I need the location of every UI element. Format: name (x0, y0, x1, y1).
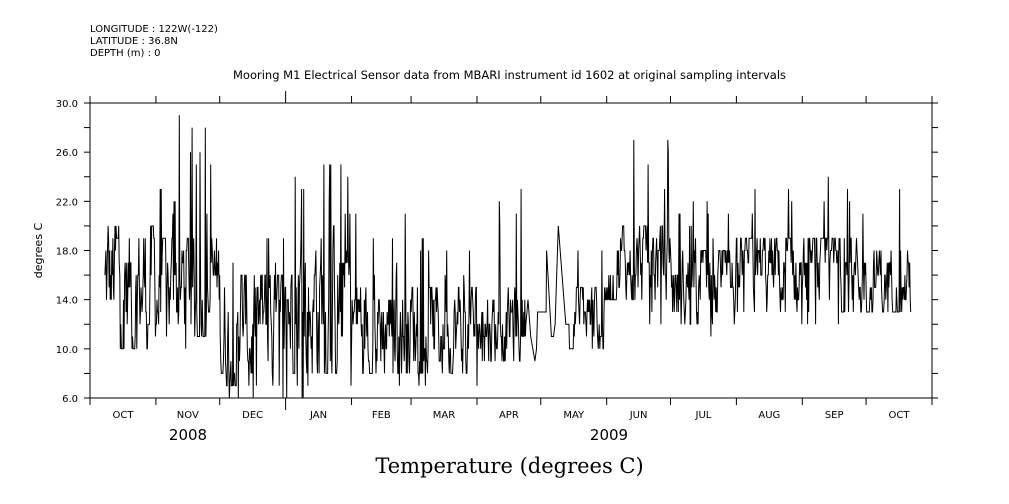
year-label: 2008 (169, 426, 207, 444)
depth-label: DEPTH (m) : 0 (90, 48, 161, 59)
x-tick-label: JAN (309, 410, 327, 421)
x-tick-label: FEB (372, 410, 391, 421)
chart-title: Mooring M1 Electrical Sensor data from M… (233, 68, 786, 82)
x-tick-label: OCT (889, 410, 911, 421)
x-tick-label: OCT (112, 410, 134, 421)
x-tick-label: MAY (563, 410, 585, 421)
x-tick-label: APR (499, 410, 519, 421)
x-tick-label: JUN (629, 410, 648, 421)
y-tick-label: 6.0 (62, 394, 78, 405)
x-tick-label: DEC (242, 410, 263, 421)
x-tick-label: AUG (758, 410, 780, 421)
latitude-label: LATITUDE : 36.8N (90, 36, 178, 47)
x-axis-title: Temperature (degrees C) (375, 454, 644, 478)
x-tick-label: JUL (695, 410, 712, 421)
x-tick-label: SEP (825, 410, 844, 421)
y-tick-label: 14.0 (56, 296, 78, 307)
y-axis-label: degrees C (32, 222, 45, 278)
y-tick-label: 30.0 (56, 99, 78, 110)
x-tick-label: MAR (433, 410, 455, 421)
longitude-label: LONGITUDE : 122W(-122) (90, 24, 218, 35)
y-tick-label: 10.0 (56, 345, 78, 356)
x-tick-label: NOV (177, 410, 199, 421)
y-tick-label: 22.0 (56, 197, 78, 208)
temperature-series (104, 115, 912, 399)
year-label: 2009 (590, 426, 628, 444)
y-tick-label: 26.0 (56, 148, 78, 159)
y-tick-label: 18.0 (56, 247, 78, 258)
